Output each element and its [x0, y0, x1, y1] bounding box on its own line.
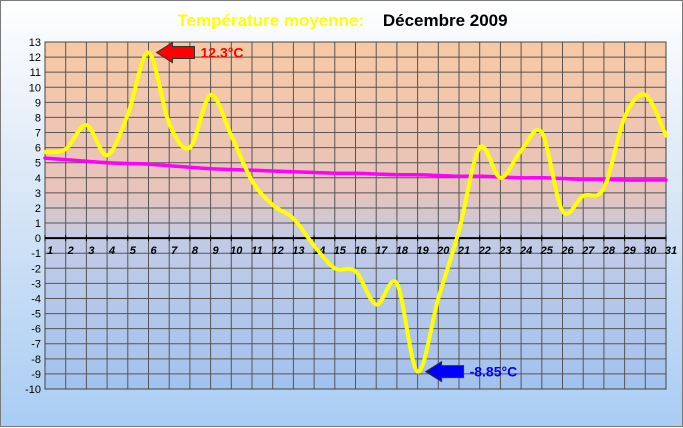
x-tick-label: 31 [665, 245, 677, 257]
x-tick-label: 11 [251, 245, 262, 257]
plot-border [44, 41, 667, 390]
x-tick-label: 29 [622, 245, 636, 257]
x-tick-label: 9 [213, 245, 220, 257]
y-tick-label: 0 [35, 233, 41, 245]
y-tick-label: -5 [31, 309, 41, 321]
x-tick-label: 24 [519, 245, 532, 257]
x-tick-label: 13 [292, 245, 304, 257]
x-tick-label: 2 [67, 245, 74, 257]
chart-title: Température moyenne: Décembre 2009 [1, 11, 683, 31]
y-tick-label: 2 [35, 203, 41, 215]
y-tick-label: 12 [29, 52, 41, 64]
y-tick-label: 11 [30, 67, 41, 79]
y-tick-label: -1 [31, 248, 41, 260]
x-tick-label: 30 [644, 245, 657, 257]
max-value-label: 12.3°C [201, 45, 244, 61]
min-annotation: -8.85°C [424, 360, 518, 383]
min-arrow-icon [424, 360, 465, 383]
x-tick-label: 22 [478, 245, 491, 257]
x-tick-label: 8 [192, 245, 199, 257]
y-tick-label: 13 [29, 37, 41, 49]
y-tick-label: 9 [35, 97, 41, 109]
series-line-average [43, 156, 668, 182]
x-tick-label: 15 [334, 245, 347, 257]
y-tick-label: 5 [35, 158, 41, 170]
chart-title-period: Décembre 2009 [382, 11, 508, 30]
x-tick-label: 1 [47, 245, 53, 257]
x-tick-label: 20 [436, 245, 450, 257]
x-tick-label: 3 [88, 245, 94, 257]
max-annotation: 12.3°C [155, 41, 244, 64]
x-tick-label: 26 [560, 245, 574, 257]
y-tick-label: 7 [35, 128, 41, 140]
y-tick-label: -9 [31, 369, 41, 381]
y-tick-label: 10 [29, 82, 41, 94]
x-tick-label: 21 [457, 245, 470, 257]
y-tick-label: 4 [35, 173, 41, 185]
x-tick-label: 12 [272, 245, 284, 257]
grid [44, 41, 667, 390]
min-value-label: -8.85°C [470, 364, 518, 380]
x-tick-label: 6 [150, 245, 157, 257]
y-tick-label: -2 [31, 263, 41, 275]
x-tick-label: 16 [354, 245, 367, 257]
y-tick-label: -7 [31, 339, 41, 351]
series-line-daily [43, 50, 668, 374]
y-tick-label: -8 [31, 354, 41, 366]
y-tick-label: 3 [35, 188, 41, 200]
y-tick-label: 6 [35, 143, 41, 155]
y-tick-label: 1 [35, 218, 41, 230]
y-tick-label: -4 [31, 293, 41, 305]
y-tick-label: -6 [31, 324, 41, 336]
y-tick-label: 8 [35, 112, 41, 124]
x-tick-label: 23 [498, 245, 511, 257]
x-tick-label: 5 [130, 245, 137, 257]
x-tick-label: 25 [540, 245, 554, 257]
y-tick-label: -10 [25, 384, 41, 396]
y-tick-label: -3 [31, 278, 41, 290]
max-arrow-icon [155, 41, 195, 64]
x-tick-label: 19 [416, 245, 429, 257]
x-tick-label: 27 [581, 245, 595, 257]
x-tick-label: 17 [375, 245, 388, 257]
x-tick-label: 7 [171, 245, 178, 257]
x-tick-label: 18 [396, 245, 409, 257]
x-tick-label: 28 [602, 245, 616, 257]
chart-title-label: Température moyenne: [177, 11, 365, 30]
x-tick-label: 10 [230, 245, 243, 257]
x-tick-label: 4 [108, 245, 115, 257]
